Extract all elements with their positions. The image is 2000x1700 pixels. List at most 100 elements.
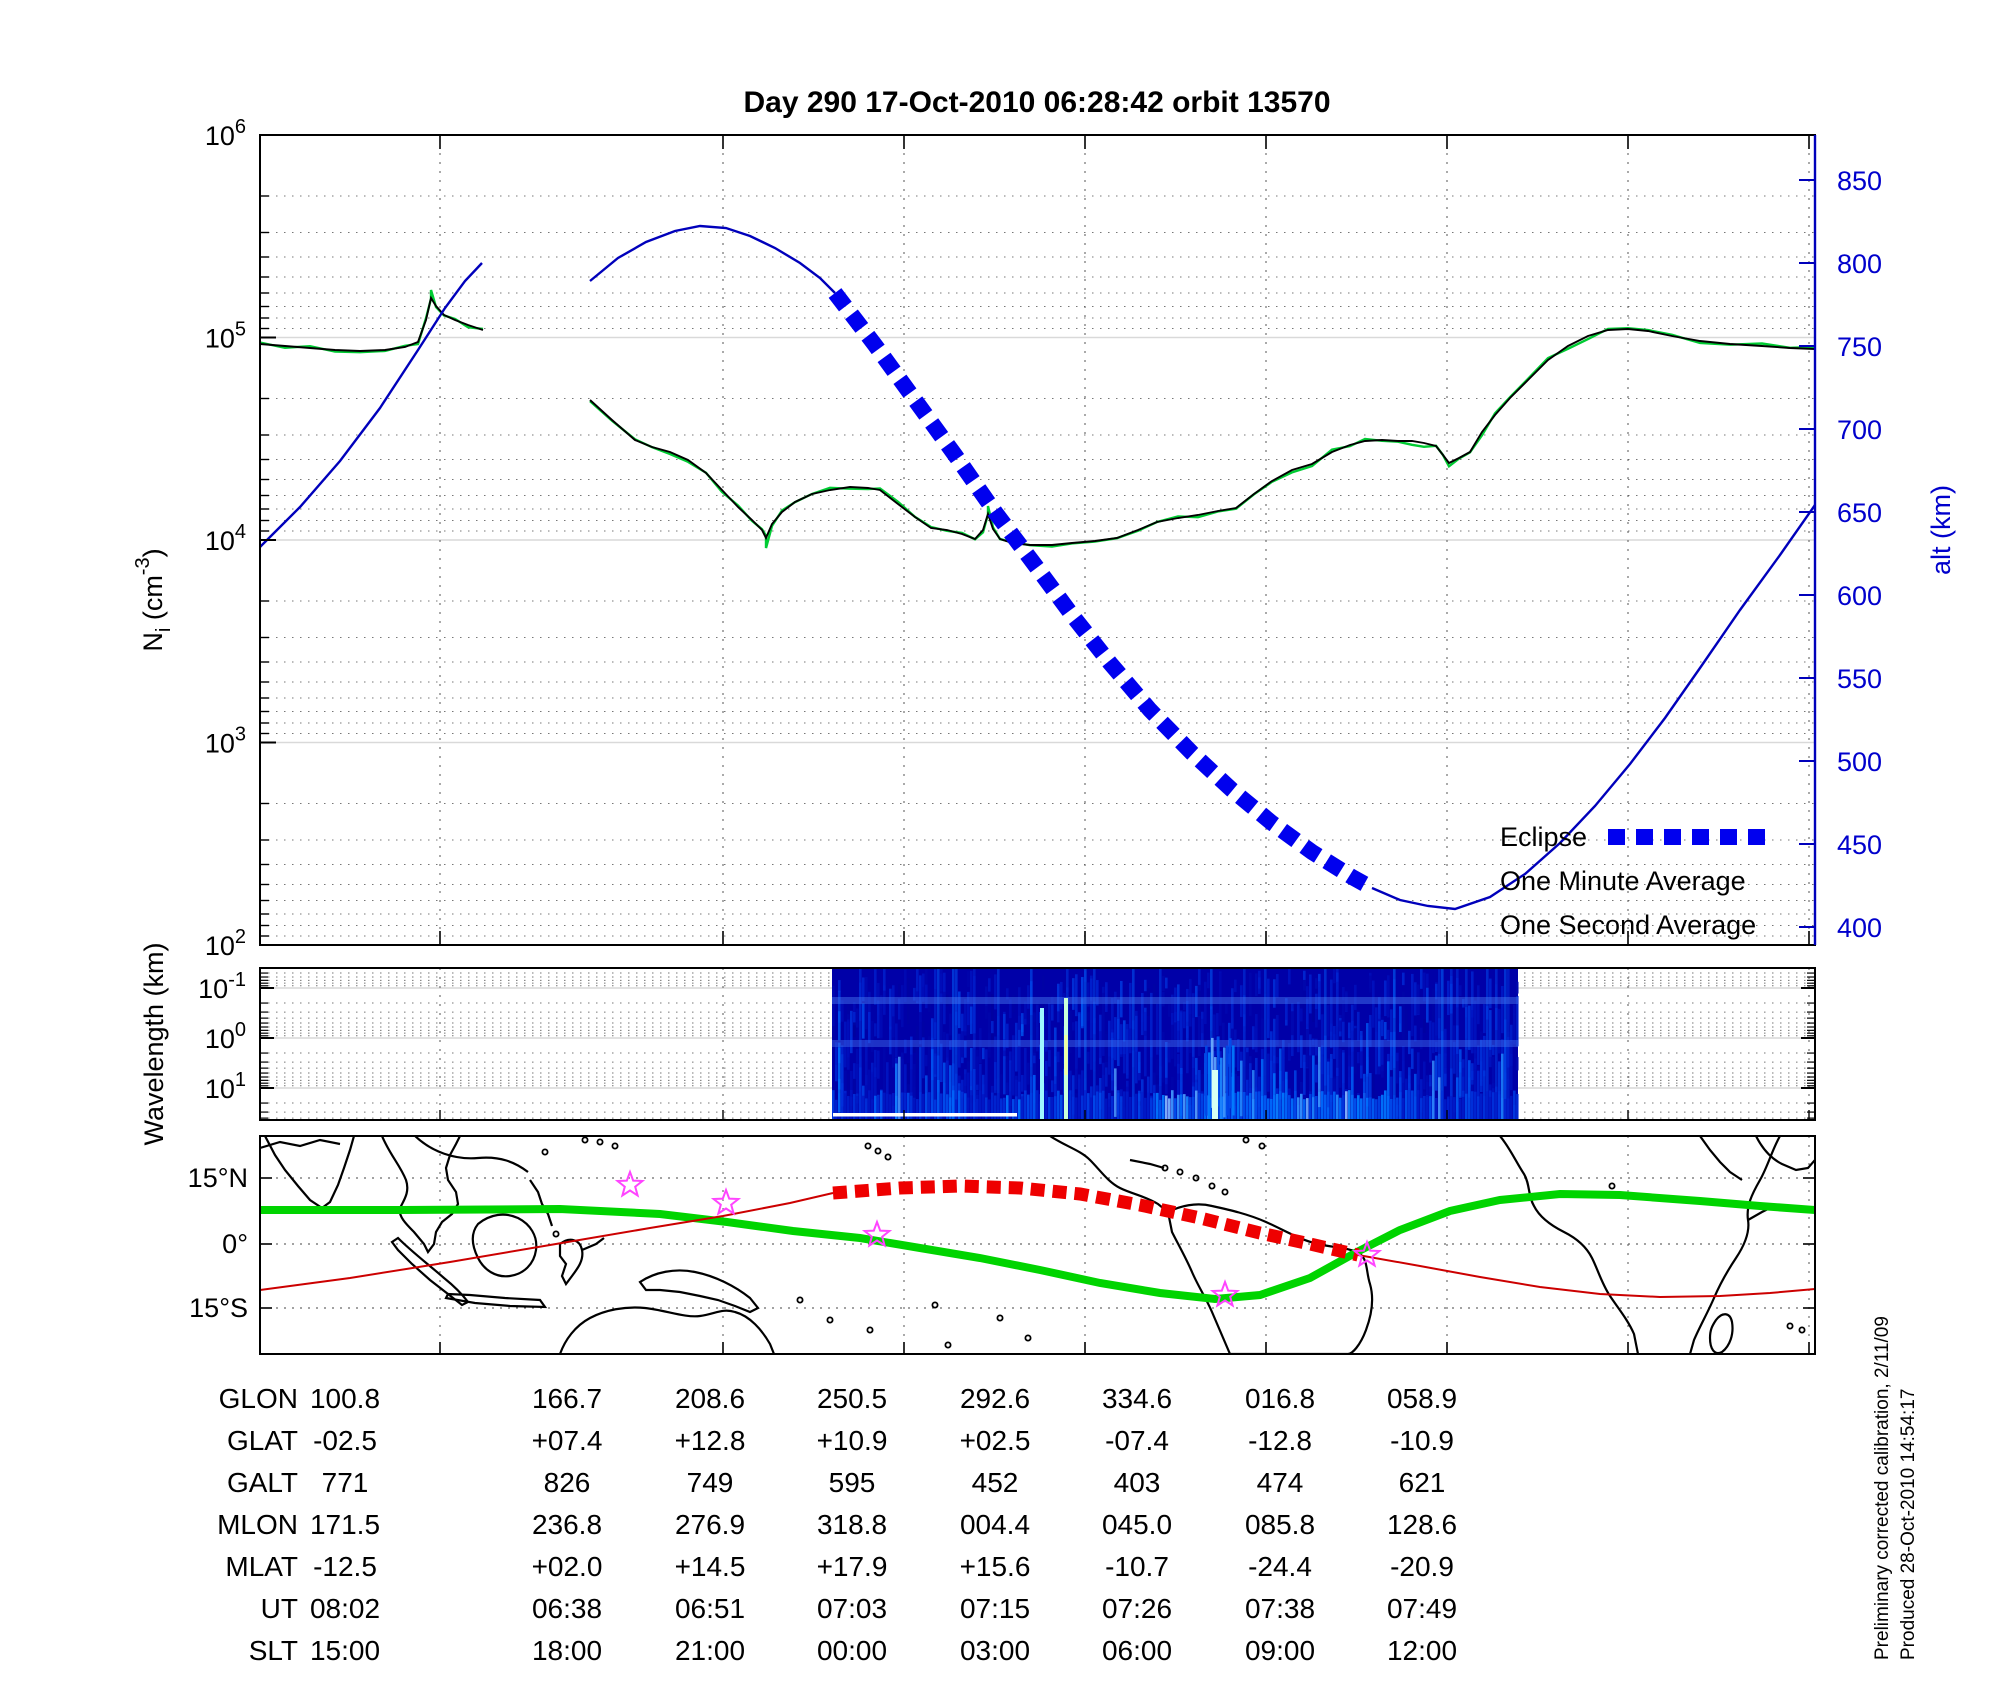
table-cell: 016.8 [1245, 1383, 1315, 1414]
table-cell: -20.9 [1390, 1551, 1454, 1582]
legend-eclipse: Eclipse [1500, 822, 1587, 852]
ephemeris-table: GLON 100.8 166.7 208.6 250.5 292.6 334.6 016.8 0… [217, 1383, 1457, 1666]
log-tick-label: 103 [205, 724, 246, 759]
island-dot [1798, 1326, 1806, 1334]
table-row-label: GLON [219, 1383, 298, 1414]
alt-tick-label: 500 [1837, 747, 1882, 777]
alt-tick-label: 750 [1837, 332, 1882, 362]
island-dot [1161, 1164, 1169, 1172]
island-dot [1258, 1142, 1266, 1150]
table-cell: -24.4 [1248, 1551, 1312, 1582]
table-cell: 00:00 [817, 1635, 887, 1666]
table-cell: 004.4 [960, 1509, 1030, 1540]
coastline [638, 1269, 760, 1314]
alt-tick-label: 400 [1837, 913, 1882, 943]
table-cell: 474 [1257, 1467, 1304, 1498]
ground-track-line [1357, 1254, 1815, 1299]
island-dot [1221, 1188, 1229, 1196]
altitude-curve [589, 224, 836, 294]
table-row-label: GLAT [227, 1425, 298, 1456]
table-cell: 276.9 [675, 1509, 745, 1540]
table-cell: 749 [687, 1467, 734, 1498]
plot-title: Day 290 17-Oct-2010 06:28:42 orbit 13570 [743, 86, 1330, 119]
table-cell: 07:03 [817, 1593, 887, 1624]
produced-note: Produced 28-Oct-2010 14:54:17 [1898, 1389, 1919, 1660]
island-dot [884, 1153, 892, 1161]
coastline [1499, 1136, 1640, 1354]
table-cell: 06:38 [532, 1593, 602, 1624]
island-dot [581, 1136, 589, 1144]
table-cell: +07.4 [532, 1425, 603, 1456]
orbit-star-marker [861, 1219, 893, 1248]
one-minute-average-curve [260, 295, 484, 352]
table-cell: 236.8 [532, 1509, 602, 1540]
bright-burst-1 [1040, 1008, 1044, 1120]
table-cell: +02.0 [532, 1551, 603, 1582]
coastline [558, 1237, 605, 1287]
table-cell: 21:00 [675, 1635, 745, 1666]
log-tick-label: 10-1 [198, 969, 246, 1004]
orbit-star-marker [1351, 1239, 1383, 1268]
coastline [1049, 1136, 1169, 1213]
y-right-axis-label: alt (km) [1926, 485, 1956, 575]
axis-tick-labels: 106 105 104 103 102 10-1 100 101 850 800 750 700 650… [198, 116, 1882, 1104]
table-cell: +17.9 [817, 1551, 888, 1582]
table-cell: +02.5 [960, 1425, 1031, 1456]
table-cell: 128.6 [1387, 1509, 1457, 1540]
coastline [1166, 1203, 1374, 1354]
orbit-star-marker [614, 1169, 646, 1198]
one-second-average-curve [260, 289, 484, 354]
island-dot [1192, 1174, 1200, 1182]
table-row-label: MLON [217, 1509, 298, 1540]
island-dot [1208, 1182, 1216, 1190]
legend-one-second: One Second Average [1500, 910, 1756, 940]
table-cell: 09:00 [1245, 1635, 1315, 1666]
island-dot [596, 1138, 604, 1146]
table-cell: 403 [1114, 1467, 1161, 1498]
coastline [1688, 1136, 1781, 1354]
table-cell: 18:00 [532, 1635, 602, 1666]
island-dot [611, 1142, 619, 1150]
alt-tick-label: 450 [1837, 830, 1882, 860]
panel-frames-and-ticks [259, 134, 1817, 1355]
table-cell: 058.9 [1387, 1383, 1457, 1414]
table-cell: 08:02 [310, 1593, 380, 1624]
island-dot [1786, 1322, 1794, 1330]
coastline [529, 1179, 554, 1227]
island-dot [1024, 1334, 1032, 1342]
legend: Eclipse One Minute Average One Second Av… [1500, 822, 1756, 940]
table-cell: 250.5 [817, 1383, 887, 1414]
table-cell: 045.0 [1102, 1509, 1172, 1540]
island-dot [931, 1301, 939, 1309]
table-cell: -02.5 [313, 1425, 377, 1456]
alt-tick-label: 800 [1837, 249, 1882, 279]
table-cell: +15.6 [960, 1551, 1031, 1582]
wavelength-axis-label: Wavelength (km) [139, 942, 169, 1145]
altitude-curve [260, 262, 483, 548]
coastline [444, 1292, 548, 1309]
table-row-label: MLAT [225, 1551, 298, 1582]
coastline [471, 1213, 538, 1278]
coastline [260, 1138, 341, 1150]
island-dot [864, 1142, 872, 1150]
lat-label-15s: 15°S [189, 1293, 248, 1323]
table-cell: 15:00 [310, 1635, 380, 1666]
table-cell: 595 [829, 1467, 876, 1498]
island-dot [796, 1296, 804, 1304]
island-dot [1242, 1136, 1250, 1144]
spectrogram-heatmap [832, 968, 1519, 1120]
top-panel-gridlines [260, 135, 1815, 945]
table-cell: 085.8 [1245, 1509, 1315, 1540]
log-tick-label: 106 [205, 116, 246, 151]
table-cell: -12.8 [1248, 1425, 1312, 1456]
legend-one-minute: One Minute Average [1500, 866, 1746, 896]
island-dot [552, 1230, 560, 1238]
production-notes: Preliminary corrected calibration, 2/11/… [1872, 1316, 1919, 1660]
table-cell: 171.5 [310, 1509, 380, 1540]
table-cell: 100.8 [310, 1383, 380, 1414]
table-cell: -10.9 [1390, 1425, 1454, 1456]
orbit-star-marker [1209, 1279, 1241, 1308]
table-cell: 07:26 [1102, 1593, 1172, 1624]
